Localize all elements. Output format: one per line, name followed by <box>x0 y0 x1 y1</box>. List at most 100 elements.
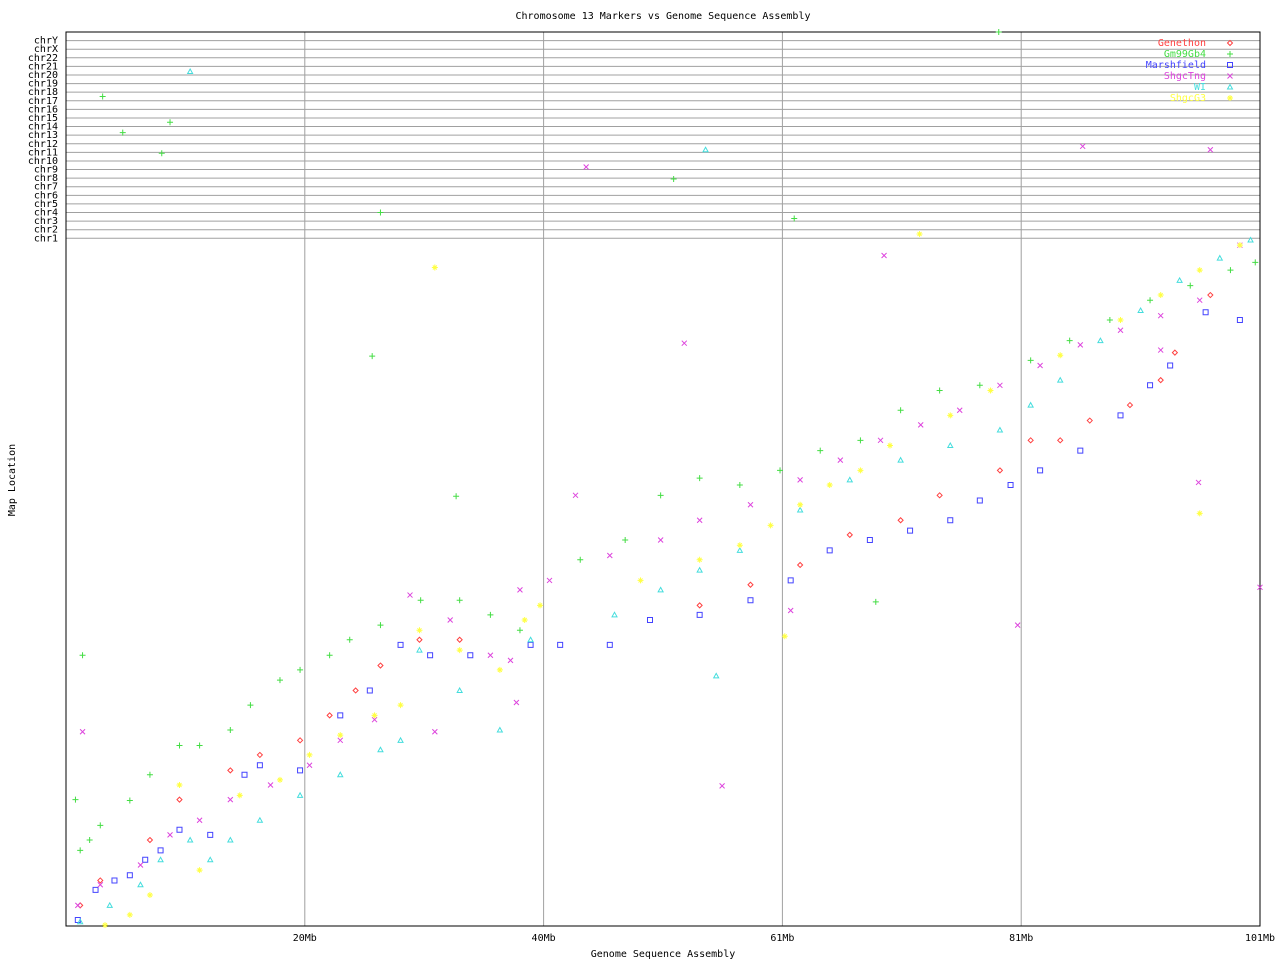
data-point <box>126 911 133 918</box>
data-point <box>997 382 1003 389</box>
data-point <box>256 762 263 769</box>
data-point <box>872 598 879 605</box>
data-point <box>837 457 844 463</box>
data-point <box>637 577 644 584</box>
legend-label: Gm99Gb4 <box>1164 49 1206 60</box>
data-point <box>416 636 423 643</box>
data-point <box>247 702 254 709</box>
x-axis-title: Genome Sequence Assembly <box>591 949 736 960</box>
data-point <box>747 581 754 588</box>
data-point <box>241 771 248 778</box>
y-tick-label: chr11 <box>28 147 58 158</box>
data-point <box>696 611 703 618</box>
data-point <box>377 209 384 216</box>
data-point <box>346 636 353 643</box>
data-point <box>1077 447 1084 454</box>
data-point <box>1077 342 1084 348</box>
legend-label: Genethon <box>1158 38 1206 49</box>
data-point <box>1157 312 1164 319</box>
y-tick-label: chr8 <box>34 173 58 184</box>
y-tick-label: chr1 <box>34 233 58 244</box>
data-point <box>467 652 474 659</box>
legend-symbol <box>1227 95 1233 101</box>
data-point <box>995 29 1002 35</box>
data-point <box>1027 401 1035 408</box>
data-point <box>936 387 943 394</box>
data-point <box>646 616 653 623</box>
data-point <box>1117 412 1124 419</box>
data-point <box>397 641 404 648</box>
data-point <box>371 712 378 719</box>
data-point <box>487 611 494 618</box>
data-point <box>747 501 754 508</box>
data-point <box>227 767 234 774</box>
data-point <box>167 119 174 126</box>
y-tick-label: chr10 <box>28 156 58 167</box>
data-point <box>996 467 1004 474</box>
data-point <box>267 782 274 788</box>
data-point <box>1126 401 1134 409</box>
data-point <box>1207 146 1214 153</box>
y-tick-label: chr9 <box>34 165 58 176</box>
data-point <box>119 129 126 136</box>
data-point <box>456 597 463 604</box>
data-point <box>1097 337 1104 344</box>
data-point <box>1157 292 1164 299</box>
data-point <box>866 537 873 544</box>
y-axis-title: Map Location <box>7 444 18 516</box>
data-point <box>1157 376 1164 384</box>
data-point <box>456 636 463 643</box>
data-point <box>72 796 79 803</box>
legend-symbol <box>1227 62 1233 68</box>
data-point <box>797 501 804 508</box>
data-point <box>936 492 943 499</box>
data-point <box>976 382 983 389</box>
data-point <box>1014 622 1021 628</box>
data-point <box>796 506 804 513</box>
data-point <box>337 737 344 744</box>
data-point <box>1252 259 1259 266</box>
data-point <box>1117 327 1124 334</box>
data-point <box>1037 467 1044 474</box>
data-point <box>791 215 798 222</box>
data-point <box>1187 282 1194 289</box>
data-point <box>146 892 153 899</box>
data-point <box>326 652 333 659</box>
data-point <box>517 587 523 593</box>
data-point <box>92 886 99 893</box>
data-point <box>326 712 333 719</box>
data-point <box>227 727 234 734</box>
data-point <box>206 856 214 863</box>
data-point <box>1196 267 1203 274</box>
data-point <box>507 657 514 664</box>
data-point <box>1196 510 1203 517</box>
data-point <box>157 847 164 854</box>
data-point <box>946 441 954 448</box>
data-point <box>137 862 144 868</box>
data-point <box>747 597 754 604</box>
data-point <box>296 737 304 744</box>
data-point <box>196 817 203 824</box>
data-point <box>622 537 629 544</box>
data-point <box>881 252 887 259</box>
data-point <box>196 867 203 874</box>
data-point <box>377 662 384 669</box>
data-point <box>126 797 133 804</box>
data-point <box>657 586 664 593</box>
data-point <box>77 847 84 854</box>
data-point <box>1027 357 1034 364</box>
data-point <box>897 517 904 524</box>
data-point <box>1057 437 1064 444</box>
data-point <box>670 175 677 182</box>
data-point <box>916 231 923 238</box>
data-point <box>1056 376 1064 383</box>
data-point <box>336 771 344 778</box>
x-tick-label: 40Mb <box>532 933 556 944</box>
data-point <box>917 421 924 428</box>
data-point <box>196 742 203 749</box>
data-point <box>696 475 703 482</box>
data-point <box>167 832 173 838</box>
